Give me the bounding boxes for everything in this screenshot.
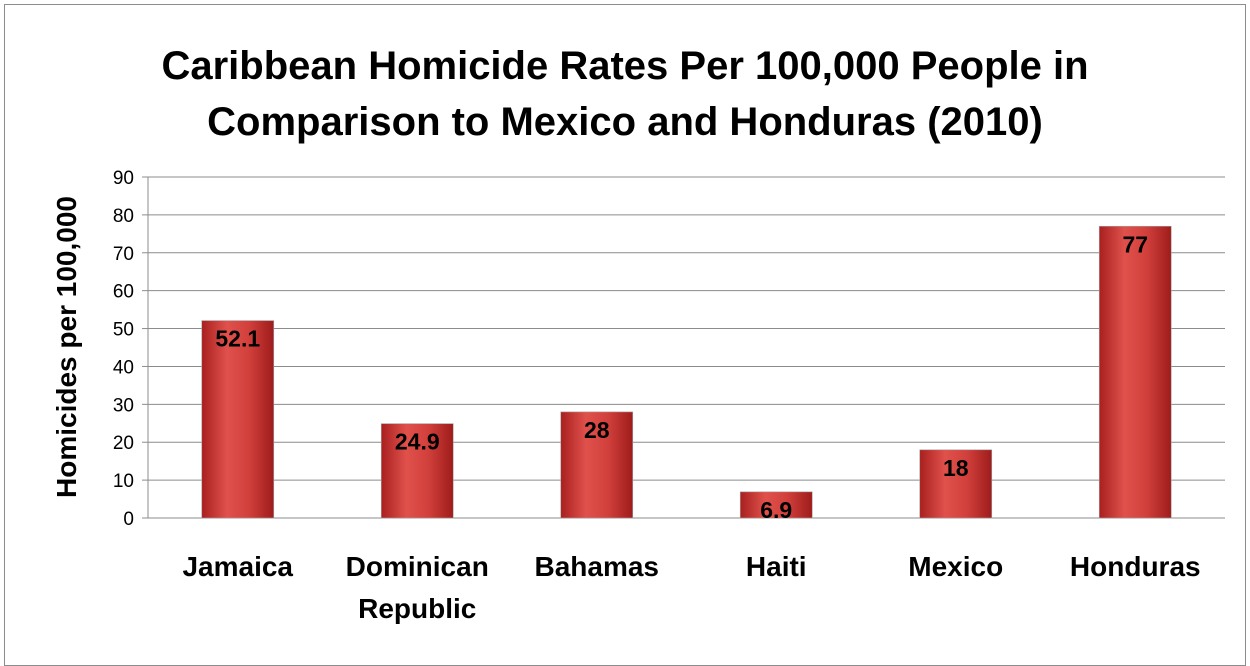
- y-tick-label: 60: [113, 282, 134, 303]
- x-axis-categories: Jamaica Dominican Republic Bahamas Haiti Mexi…: [182, 551, 1200, 624]
- category-label-line: Jamaica: [182, 551, 293, 582]
- chart-title: Caribbean Homicide Rates Per 100,000 Peo…: [0, 38, 1250, 150]
- data-label: 24.9: [395, 429, 440, 455]
- y-tick-label: 50: [113, 320, 134, 341]
- chart-title-line-1: Caribbean Homicide Rates Per 100,000 Peo…: [161, 44, 1089, 88]
- category-label: Bahamas: [534, 551, 659, 582]
- category-label: Dominican Republic: [346, 551, 489, 624]
- bar: [560, 411, 634, 519]
- category-label-line: Haiti: [746, 551, 807, 582]
- bar: [1098, 225, 1172, 519]
- bars: [201, 225, 1172, 519]
- y-axis-label: Homicides per 100,000: [51, 196, 82, 498]
- y-tick-label: 40: [113, 357, 134, 378]
- y-tick-label: 20: [113, 433, 134, 454]
- category-label-line: Republic: [358, 593, 476, 624]
- y-tick-label: 0: [123, 509, 134, 530]
- data-label: 28: [584, 417, 610, 443]
- category-label-line: Mexico: [908, 551, 1003, 582]
- category-label: Jamaica: [182, 551, 293, 582]
- bar: [739, 491, 813, 519]
- data-labels: 52.1 24.9 28 6.9 18 77: [215, 231, 1148, 523]
- bar: [919, 449, 993, 519]
- category-label: Mexico: [908, 551, 1003, 582]
- y-tick-label: 30: [113, 395, 134, 416]
- data-label: 77: [1122, 231, 1148, 257]
- bar: [380, 423, 454, 519]
- data-label: 52.1: [215, 326, 260, 352]
- data-label: 6.9: [760, 497, 792, 523]
- data-label: 18: [943, 455, 969, 481]
- y-tick-label: 80: [113, 206, 134, 227]
- gridlines: [142, 176, 1225, 519]
- chart-title-line-2: Comparison to Mexico and Honduras (2010): [207, 100, 1043, 144]
- y-tick-label: 10: [113, 471, 134, 492]
- bar: [201, 320, 275, 519]
- y-axis-ticks: 0 10 20 30 40 50 60 70 80 90: [113, 168, 134, 530]
- category-label: Honduras: [1070, 551, 1201, 582]
- category-label-line: Bahamas: [534, 551, 659, 582]
- bar-chart: 0 10 20 30 40 50 60 70 80 90 52.1 24.9 28 6.9 18 77 Ja…: [51, 168, 1225, 624]
- y-tick-label: 90: [113, 168, 134, 189]
- category-label-line: Honduras: [1070, 551, 1201, 582]
- category-label: Haiti: [746, 551, 807, 582]
- category-label-line: Dominican: [346, 551, 489, 582]
- y-tick-label: 70: [113, 244, 134, 265]
